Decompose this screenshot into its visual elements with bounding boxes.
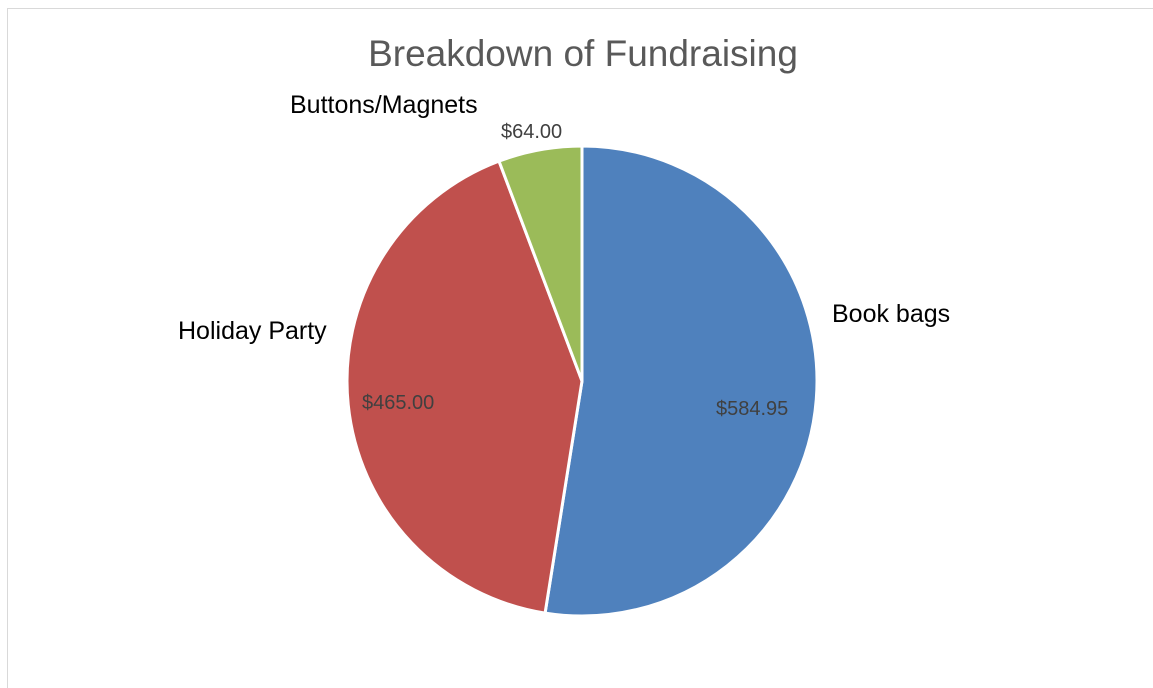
value-label-buttons-magnets: $64.00 bbox=[501, 121, 562, 143]
chart-title: Breakdown of Fundraising bbox=[368, 33, 798, 74]
pie-slice-holiday-party bbox=[345, 159, 584, 615]
value-label-book-bags: $584.95 bbox=[716, 398, 788, 420]
value-label-holiday-party: $465.00 bbox=[362, 392, 434, 414]
category-label-holiday-party: Holiday Party bbox=[178, 317, 327, 345]
pie-slices bbox=[345, 144, 819, 618]
category-label-buttons-magnets: Buttons/Magnets bbox=[290, 91, 478, 119]
category-label-book-bags: Book bags bbox=[832, 300, 950, 328]
pie-slice-book-bags bbox=[543, 144, 819, 618]
pie-slice-buttons-magnets bbox=[497, 144, 584, 383]
